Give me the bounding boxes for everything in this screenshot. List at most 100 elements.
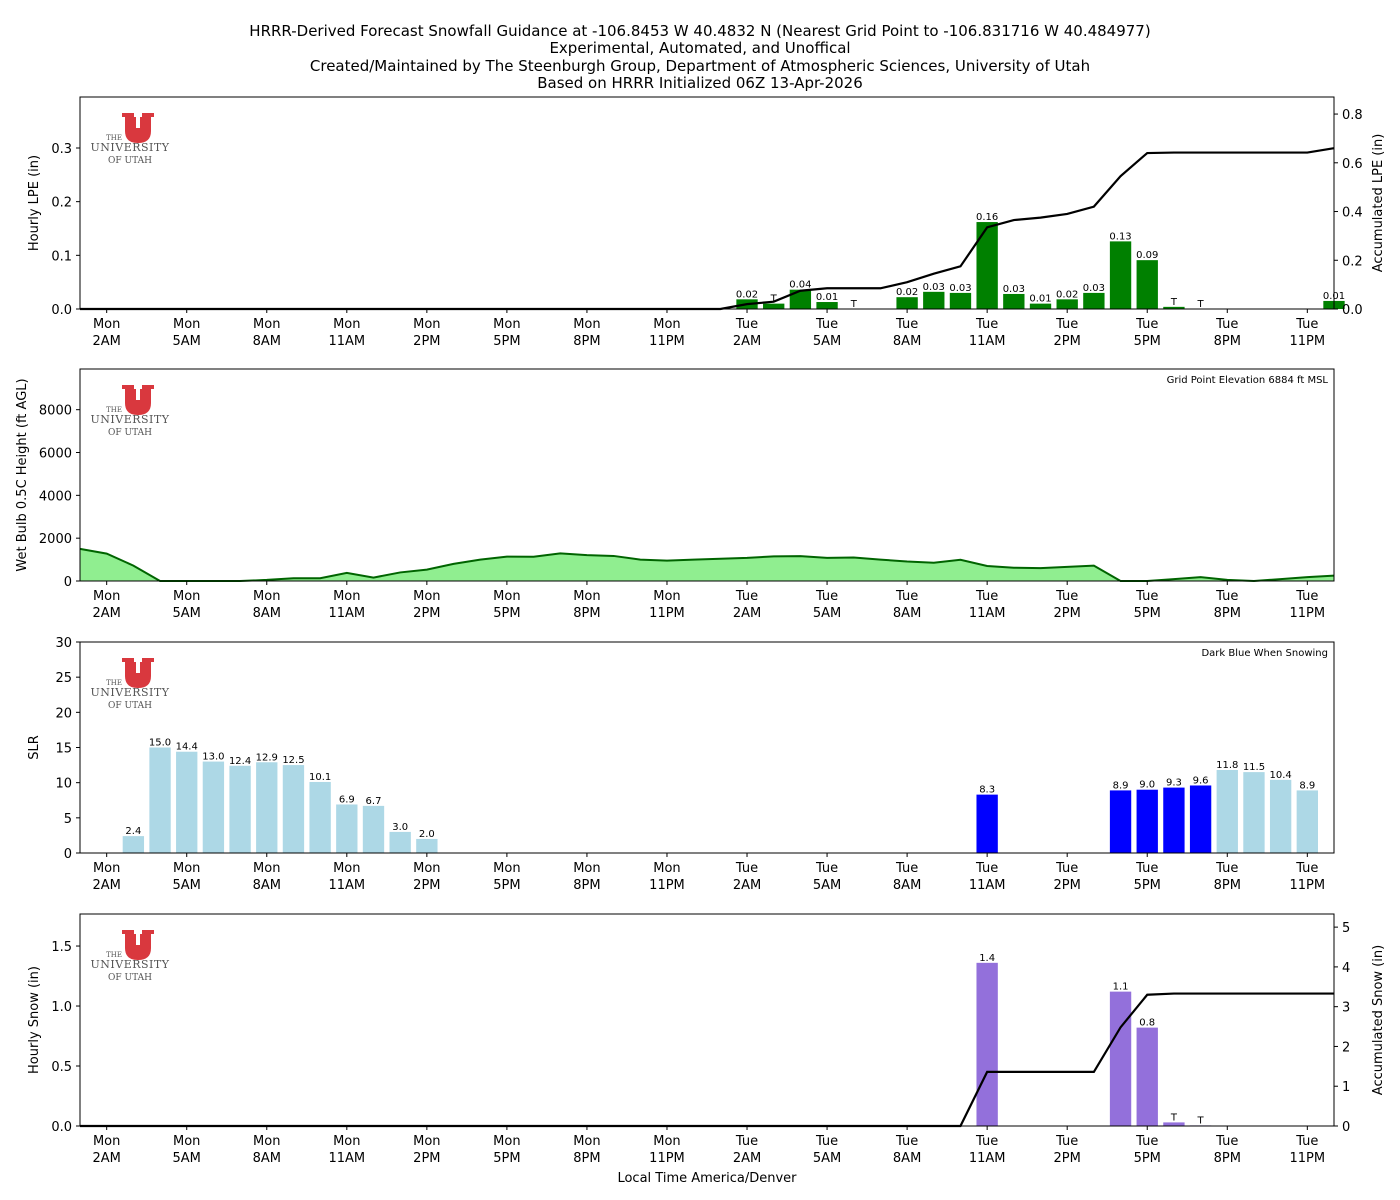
x-tick-label-hour: 11AM [969,878,1006,893]
y-tick-label: 0.1 [51,249,72,264]
x-tick-label-hour: 5AM [173,1151,201,1166]
bar [1136,260,1158,309]
y-tick-label: 15 [55,742,72,757]
x-tick-label-day: Mon [253,1134,280,1149]
bar-label: 9.6 [1193,775,1209,786]
x-tick-label-hour: 2PM [1054,606,1081,621]
x-tick-label-hour: 8AM [253,334,281,349]
x-tick-label-day: Tue [975,589,998,604]
x-tick-label-hour: 11PM [649,1151,685,1166]
x-tick-label-day: Tue [815,589,838,604]
x-tick-label-day: Tue [1295,589,1318,604]
x-tick-label-day: Tue [975,861,998,876]
svg-text:THE: THE [106,951,122,959]
svg-text:THE: THE [106,679,122,687]
x-tick-label-hour: 5PM [1134,878,1161,893]
x-tick-label-day: Tue [975,1134,998,1149]
x-tick-label-hour: 5PM [493,878,520,893]
x-tick-label-day: Mon [173,589,200,604]
bar [1163,306,1185,309]
x-axis-label: Local Time America/Denver [617,1171,797,1186]
x-tick-label-day: Mon [333,861,360,876]
panel-annotation: Dark Blue When Snowing [1201,648,1328,659]
y-tick-label: 0.5 [51,1060,72,1075]
y-tick-label: 5 [64,812,72,827]
y2-tick-label: 5 [1342,921,1350,936]
x-tick-label-hour: 5PM [493,1151,520,1166]
bar-label: 0.03 [949,283,971,294]
y2-tick-label: 0.2 [1342,254,1363,269]
x-tick-label-hour: 8PM [573,606,600,621]
bar [1136,1027,1158,1126]
y2-axis-label: Accumulated Snow (in) [1371,945,1386,1095]
x-tick-label-day: Tue [1135,1134,1158,1149]
x-tick-label-day: Mon [573,861,600,876]
x-tick-label-hour: 5AM [813,878,841,893]
x-tick-label-day: Tue [1215,589,1238,604]
x-tick-label-day: Mon [413,1134,440,1149]
bar [789,289,812,309]
x-tick-label-day: Tue [975,317,998,332]
x-tick-label-hour: 8AM [253,1151,281,1166]
x-tick-label-hour: 8AM [893,878,921,893]
bar-label: 0.03 [1003,284,1025,295]
y-tick-label: 25 [55,671,72,686]
x-tick-label-day: Mon [653,589,680,604]
y-tick-label: 0.2 [51,196,72,211]
x-tick-label-hour: 11PM [649,878,685,893]
x-tick-label-hour: 11AM [328,334,365,349]
y2-tick-label: 0.0 [1342,303,1363,318]
x-tick-label-hour: 2AM [92,878,120,893]
x-tick-label-hour: 11AM [328,878,365,893]
svg-text:OF UTAH: OF UTAH [108,973,152,983]
bar [1056,299,1078,309]
x-tick-label-day: Tue [735,317,758,332]
bar-label: 0.02 [736,289,758,300]
x-tick-label-hour: 8PM [573,878,600,893]
bar [1029,303,1052,309]
title-line-1: HRRR-Derived Forecast Snowfall Guidance … [249,22,1150,40]
figure-title: HRRR-Derived Forecast Snowfall Guidance … [249,22,1150,92]
y-tick-label: 0 [64,575,72,590]
x-tick-label-hour: 2AM [92,606,120,621]
bar [1136,789,1158,853]
x-tick-label-day: Mon [413,317,440,332]
svg-text:OF UTAH: OF UTAH [108,156,152,166]
x-tick-label-hour: 2PM [1054,1151,1081,1166]
x-tick-label-day: Tue [1055,317,1078,332]
x-tick-label-hour: 5PM [1134,1151,1161,1166]
x-tick-label-day: Mon [173,1134,200,1149]
y2-tick-label: 0 [1342,1120,1350,1135]
bar [1109,790,1132,853]
bar [256,762,278,853]
y-tick-label: 0 [64,847,72,862]
bar-label: T [770,294,778,305]
x-tick-label-hour: 11AM [969,606,1006,621]
bar-label: 6.9 [339,794,355,805]
y-tick-label: 0.0 [51,303,72,318]
bar-label: 2.4 [125,826,141,837]
bar [1243,772,1265,853]
bar-label: 15.0 [149,738,171,749]
y-tick-label: 8000 [39,404,72,419]
svg-text:OF UTAH: OF UTAH [108,701,152,711]
x-tick-label-day: Mon [653,861,680,876]
x-tick-label-hour: 5AM [173,334,201,349]
x-tick-label-hour: 11AM [969,334,1006,349]
bar [202,761,225,853]
bar-label: 0.03 [1083,283,1105,294]
y-tick-label: 1.0 [51,1000,72,1015]
svg-text:UNIVERSITY: UNIVERSITY [91,141,170,154]
title-line-3: Created/Maintained by The Steenburgh Gro… [310,57,1090,75]
bar [1109,991,1132,1126]
x-tick-label-day: Mon [413,589,440,604]
bar-label: 0.01 [1029,294,1051,305]
x-tick-label-hour: 8PM [573,334,600,349]
x-tick-label-day: Tue [1215,1134,1238,1149]
bar [816,302,838,309]
bar-label: 0.8 [1139,1018,1155,1029]
x-tick-label-day: Tue [1295,1134,1318,1149]
panel-3: 2.4 15.0 14.4 13.0 12.4 12.9 12.5 10.1 6.9 6.7 3.0… [27,636,1335,893]
